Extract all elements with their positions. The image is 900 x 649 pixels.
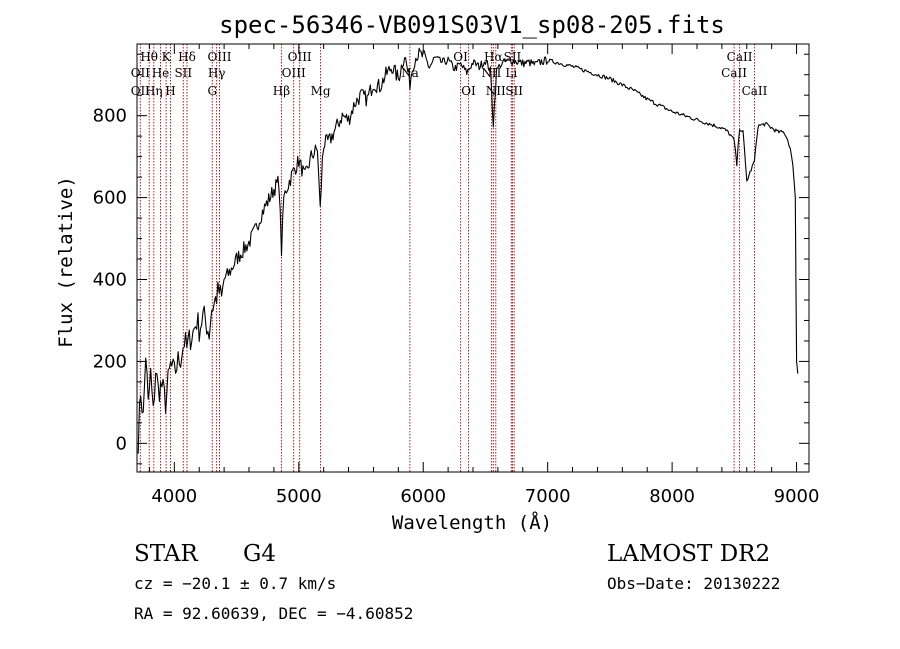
line-label-25: CaII <box>727 50 753 64</box>
redshift-velocity: cz = −20.1 ± 0.7 km/s <box>134 574 336 593</box>
line-label-18: OI <box>461 84 476 98</box>
line-label-10: Hγ <box>208 66 226 80</box>
x-tick-label-4: 8000 <box>649 486 695 507</box>
x-tick-label-0: 4000 <box>151 486 197 507</box>
sky-coordinates: RA = 92.60639, DEC = −4.60852 <box>134 604 413 623</box>
y-tick-label-4: 800 <box>93 106 127 127</box>
object-type: STAR <box>134 541 198 567</box>
line-label-11: G <box>207 84 217 98</box>
emission-line-markers <box>139 44 755 472</box>
line-label-17: OI <box>453 50 468 64</box>
line-label-6: H <box>165 84 175 98</box>
line-label-27: CaII <box>742 84 768 98</box>
chart-title: spec-56346-VB091S03V1_sp08-205.fits <box>219 11 725 39</box>
line-label-22: SII <box>504 50 522 64</box>
line-label-1: OII <box>131 66 151 80</box>
y-axis-label: Flux (relative) <box>55 176 77 348</box>
plot-axes: 4000 5000 6000 7000 8000 9000 0 200 400 600 800 <box>93 43 820 507</box>
line-label-26: CaII <box>721 66 747 80</box>
line-label-3: Hη <box>145 84 163 98</box>
x-tick-label-1: 5000 <box>276 486 322 507</box>
line-label-14: OIII <box>288 50 312 64</box>
spectral-subclass: G4 <box>243 541 276 567</box>
line-label-13: OIII <box>282 66 306 80</box>
line-label-21: NII <box>486 84 506 98</box>
y-tick-label-0: 0 <box>116 433 127 454</box>
survey-name: LAMOST DR2 <box>607 541 770 567</box>
observation-date: Obs−Date: 20130222 <box>607 574 780 593</box>
y-tick-label-2: 400 <box>93 270 127 291</box>
line-label-20: NII <box>481 66 501 80</box>
line-label-7: Hδ <box>178 50 196 64</box>
line-label-12: Hβ <box>273 84 290 98</box>
y-tick-label-1: 200 <box>93 351 127 372</box>
y-tick-label-3: 600 <box>93 188 127 209</box>
spectrum-line <box>137 47 799 454</box>
spectrum-layer <box>137 47 799 454</box>
line-label-5: He <box>152 66 170 80</box>
x-tick-label-5: 9000 <box>774 486 820 507</box>
x-tick-label-3: 7000 <box>525 486 571 507</box>
line-label-16: Na <box>401 66 419 80</box>
line-label-24: SII <box>505 84 523 98</box>
line-label-0: Hθ <box>140 50 158 64</box>
line-label-4: K <box>162 50 172 64</box>
line-label-15: Mg <box>311 84 331 98</box>
line-label-9: OIII <box>207 50 231 64</box>
line-label-23: Li <box>505 66 517 80</box>
line-label-19: Hα <box>484 50 503 64</box>
line-label-8: SII <box>174 66 192 80</box>
x-tick-label-2: 6000 <box>400 486 446 507</box>
line-label-2: OII <box>131 84 151 98</box>
x-axis-label: Wavelength (Å) <box>392 511 552 534</box>
